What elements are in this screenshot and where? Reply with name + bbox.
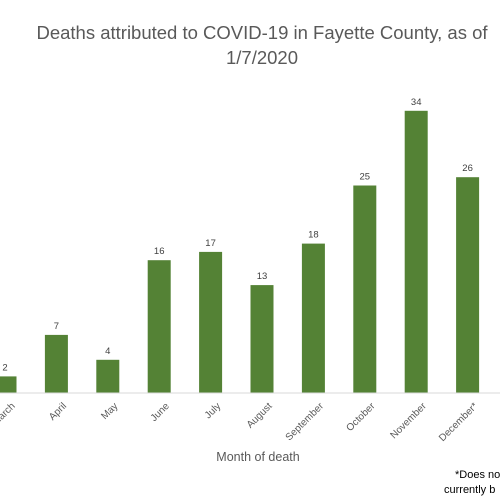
chart-title-line-2: 1/7/2020 xyxy=(226,47,298,68)
bar-june xyxy=(147,260,171,393)
x-axis-title: Month of death xyxy=(216,450,299,464)
footnote-line-1: *Does no xyxy=(455,469,500,481)
data-label: 16 xyxy=(154,246,165,257)
x-tick-label: October xyxy=(345,400,378,433)
data-label: 13 xyxy=(257,271,268,282)
x-tick-label: September xyxy=(284,400,327,443)
data-label: 25 xyxy=(360,172,371,183)
x-tick-label: November xyxy=(388,400,429,441)
plot-area: 2 March 7 April 4 May 16 June 17 July 13 August 18 Se… xyxy=(0,97,500,444)
data-label: 18 xyxy=(308,230,319,241)
bar-july xyxy=(199,251,223,393)
x-tick-label: July xyxy=(203,401,223,421)
bar-may xyxy=(96,359,120,393)
data-label: 4 xyxy=(105,346,110,357)
bar-march xyxy=(0,376,17,393)
footnote-line-2: currently b xyxy=(444,484,495,496)
x-tick-label: December* xyxy=(437,401,480,444)
data-label: 34 xyxy=(411,97,422,108)
bar-august xyxy=(250,285,274,393)
data-label: 17 xyxy=(205,238,216,249)
bar-december xyxy=(456,177,480,393)
x-tick-label: June xyxy=(149,401,172,424)
bar-april xyxy=(44,334,68,393)
chart-title-line-1: Deaths attributed to COVID-19 in Fayette… xyxy=(36,22,488,43)
bar-september xyxy=(301,243,325,393)
data-label: 26 xyxy=(462,163,473,174)
data-label: 2 xyxy=(2,362,7,373)
x-tick-label: April xyxy=(47,401,69,423)
x-tick-label: August xyxy=(245,401,275,431)
x-tick-label: March xyxy=(0,401,18,428)
data-label: 7 xyxy=(54,321,59,332)
x-tick-label: May xyxy=(99,401,120,422)
bar-october xyxy=(353,185,377,393)
bar-november xyxy=(404,110,428,394)
